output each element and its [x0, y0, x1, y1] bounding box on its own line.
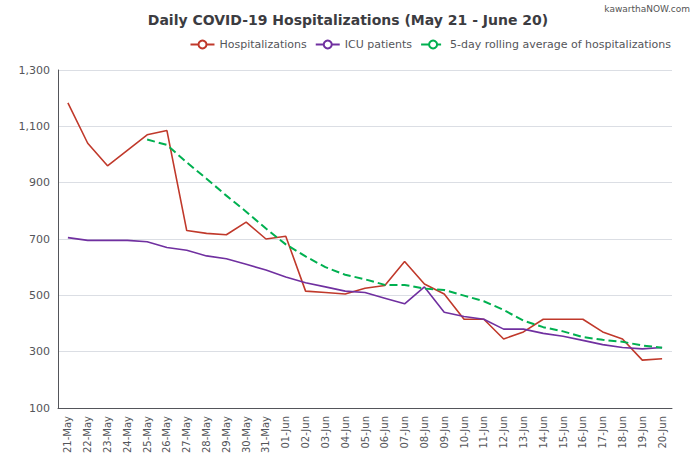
svg-text:5-day rolling average of hospi: 5-day rolling average of hospitalization… [450, 38, 671, 51]
svg-text:28-May: 28-May [201, 416, 212, 453]
svg-text:300: 300 [29, 345, 50, 358]
svg-text:700: 700 [29, 233, 50, 246]
svg-text:21-May: 21-May [62, 416, 73, 453]
svg-text:29-May: 29-May [221, 416, 232, 453]
svg-text:22-May: 22-May [82, 416, 93, 453]
svg-text:01-Jun: 01-Jun [280, 416, 291, 449]
svg-text:25-May: 25-May [142, 416, 153, 453]
svg-text:13-Jun: 13-Jun [518, 416, 529, 449]
svg-text:14-Jun: 14-Jun [538, 416, 549, 449]
svg-text:500: 500 [29, 289, 50, 302]
svg-text:15-Jun: 15-Jun [558, 416, 569, 449]
svg-text:17-Jun: 17-Jun [597, 416, 608, 449]
svg-text:02-Jun: 02-Jun [300, 416, 311, 449]
svg-text:04-Jun: 04-Jun [340, 416, 351, 449]
svg-text:1,100: 1,100 [19, 120, 51, 133]
svg-text:Hospitalizations: Hospitalizations [219, 38, 307, 51]
svg-text:08-Jun: 08-Jun [419, 416, 430, 449]
svg-text:11-Jun: 11-Jun [478, 416, 489, 449]
svg-text:24-May: 24-May [122, 416, 133, 453]
svg-text:20-Jun: 20-Jun [657, 416, 668, 449]
svg-text:31-May: 31-May [260, 416, 271, 453]
svg-text:100: 100 [29, 402, 50, 415]
svg-text:18-Jun: 18-Jun [617, 416, 628, 449]
svg-text:10-Jun: 10-Jun [459, 416, 470, 449]
svg-text:1,300: 1,300 [19, 64, 51, 77]
svg-text:06-Jun: 06-Jun [379, 416, 390, 449]
svg-text:07-Jun: 07-Jun [399, 416, 410, 449]
svg-text:19-Jun: 19-Jun [637, 416, 648, 449]
svg-text:12-Jun: 12-Jun [498, 416, 509, 449]
svg-text:05-Jun: 05-Jun [360, 416, 371, 449]
svg-text:23-May: 23-May [102, 416, 113, 453]
svg-text:16-Jun: 16-Jun [577, 416, 588, 449]
svg-text:kawarthaNOW.com: kawarthaNOW.com [604, 4, 690, 14]
svg-text:ICU patients: ICU patients [345, 38, 413, 51]
svg-text:27-May: 27-May [181, 416, 192, 453]
svg-text:03-Jun: 03-Jun [320, 416, 331, 449]
svg-text:09-Jun: 09-Jun [439, 416, 450, 449]
svg-text:900: 900 [29, 176, 50, 189]
svg-text:Daily COVID-19 Hospitalization: Daily COVID-19 Hospitalizations (May 21 … [148, 12, 548, 28]
svg-text:30-May: 30-May [241, 416, 252, 453]
svg-text:26-May: 26-May [161, 416, 172, 453]
